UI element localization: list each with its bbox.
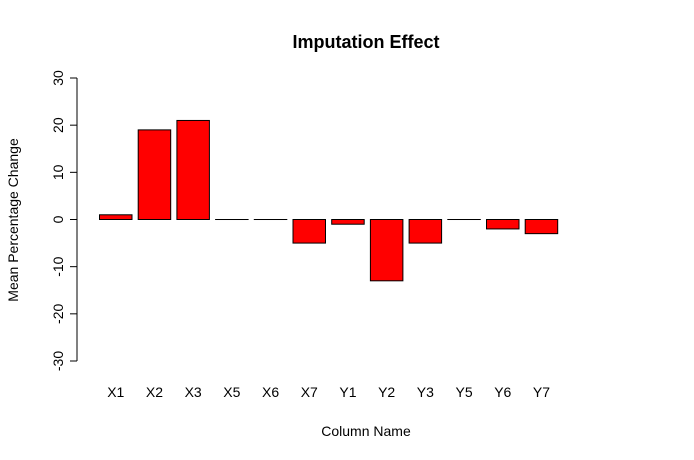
bar-X3 <box>176 119 210 220</box>
bars-group <box>99 119 559 282</box>
y-tick-label: -20 <box>50 304 66 324</box>
x-tick-label-Y7: Y7 <box>533 384 550 400</box>
bar-Y1 <box>331 219 365 225</box>
y-axis: -30 -20 -10 0 10 20 30 <box>50 70 78 371</box>
bar-Y3 <box>408 219 443 244</box>
x-tick-label-X7: X7 <box>301 384 318 400</box>
x-tick-label-X2: X2 <box>146 384 163 400</box>
y-tick-label: 10 <box>50 164 66 180</box>
y-tick-label: -10 <box>50 256 66 276</box>
bar-X2 <box>137 129 172 220</box>
y-tick-label: 20 <box>50 117 66 133</box>
x-tick-label-X5: X5 <box>223 384 240 400</box>
y-tick-label: 0 <box>50 215 66 223</box>
bar-X7 <box>292 219 326 244</box>
x-tick-labels: X1 X2 X3 X5 X6 X7 Y1 Y2 Y3 Y5 Y6 Y7 <box>107 384 550 400</box>
x-tick-label-X1: X1 <box>107 384 124 400</box>
x-tick-label-X3: X3 <box>185 384 202 400</box>
bar-Y6 <box>486 219 520 230</box>
bar-Y7 <box>524 219 559 235</box>
x-tick-label-Y1: Y1 <box>339 384 356 400</box>
y-tick-label: 30 <box>50 70 66 86</box>
x-axis-label: Column Name <box>321 423 411 439</box>
x-tick-label-Y2: Y2 <box>378 384 395 400</box>
chart-title: Imputation Effect <box>293 32 440 52</box>
y-axis-label: Mean Percentage Change <box>5 138 21 302</box>
y-tick-label: -30 <box>50 351 66 371</box>
bar-Y2 <box>369 219 404 282</box>
x-tick-label-Y6: Y6 <box>494 384 511 400</box>
x-tick-label-Y3: Y3 <box>417 384 434 400</box>
x-tick-label-X6: X6 <box>262 384 279 400</box>
x-tick-label-Y5: Y5 <box>455 384 472 400</box>
bar-X1 <box>99 214 133 221</box>
